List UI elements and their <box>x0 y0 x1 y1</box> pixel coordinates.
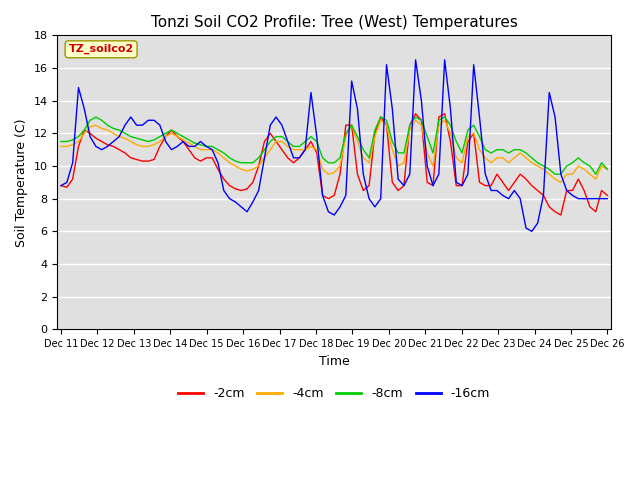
Y-axis label: Soil Temperature (C): Soil Temperature (C) <box>15 118 28 247</box>
X-axis label: Time: Time <box>319 355 349 368</box>
Legend: -2cm, -4cm, -8cm, -16cm: -2cm, -4cm, -8cm, -16cm <box>173 383 495 406</box>
Title: Tonzi Soil CO2 Profile: Tree (West) Temperatures: Tonzi Soil CO2 Profile: Tree (West) Temp… <box>151 15 518 30</box>
Text: TZ_soilco2: TZ_soilco2 <box>68 44 134 54</box>
